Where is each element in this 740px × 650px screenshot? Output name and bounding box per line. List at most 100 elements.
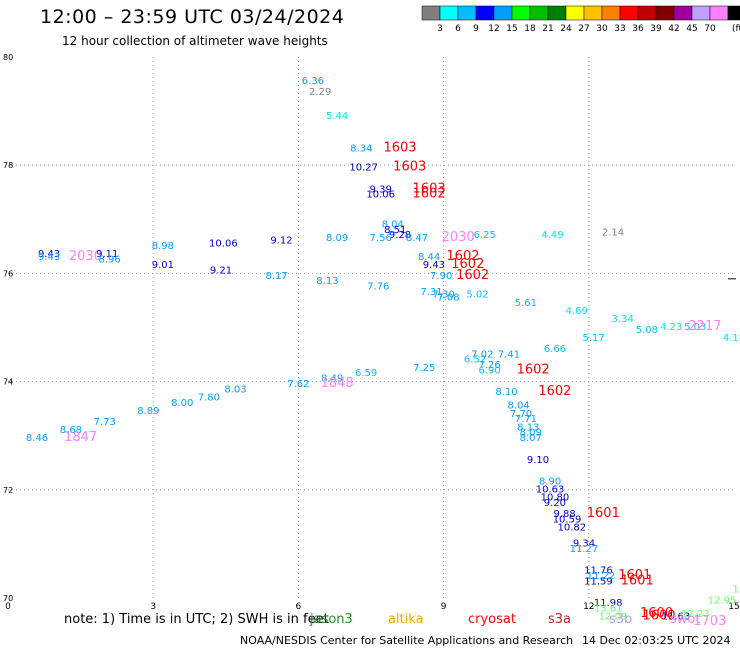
wave-height-point: 9.11 — [96, 249, 118, 260]
wave-height-point: 4.23 — [660, 322, 682, 333]
wave-height-point: 9.39 — [370, 184, 392, 195]
pass-time-label: 1603 — [393, 160, 426, 175]
wave-height-point: 7.25 — [413, 363, 435, 374]
sat-s3a-label: s3a — [548, 612, 572, 627]
chart-subtitle: 12 hour collection of altimeter wave hei… — [62, 34, 328, 48]
wave-height-point: 6.36 — [302, 76, 324, 87]
wave-height-point: 9.28 — [389, 230, 411, 241]
wave-height-point: 8.44 — [418, 252, 440, 263]
pass-time-label: 1602 — [517, 362, 550, 377]
wave-height-point: 4.18 — [723, 333, 740, 344]
wave-height-point: 9.20 — [544, 498, 566, 509]
pass-time-label: 1601 — [587, 506, 620, 521]
pass-time-label: 1847 — [64, 430, 97, 445]
y-tick-label: 80 — [3, 53, 13, 62]
wave-height-point: 6.25 — [474, 230, 496, 241]
wave-height-point: 9.12 — [270, 236, 292, 247]
wave-height-point: 3.34 — [612, 314, 634, 325]
pass-time-label: 1601 — [621, 573, 654, 588]
colorbar-tick-label: 24 — [560, 24, 572, 34]
colorbar-tick-label: 6 — [455, 24, 461, 34]
wave-height-point: 9.34 — [573, 539, 595, 550]
sat-s3b-label: s3b — [609, 612, 633, 627]
colorbar-tick-label: 18 — [524, 24, 536, 34]
wave-height-point: 9.10 — [527, 455, 549, 466]
wave-height-point: 7.80 — [198, 393, 220, 404]
x-tick-label: 6 — [296, 602, 302, 612]
wave-height-point: 7.02 — [471, 349, 493, 360]
wave-height-point: 8.04 — [382, 219, 404, 230]
wave-height-point: 8.03 — [224, 384, 246, 395]
wave-height-point: 4.49 — [541, 230, 563, 241]
colorbar-swatch — [727, 5, 740, 21]
colorbar-tick-label: 45 — [686, 24, 697, 34]
pass-time-label: 1602 — [538, 384, 571, 399]
wave-height-point: 5.44 — [326, 111, 348, 122]
wave-height-point: 8.49 — [321, 374, 343, 385]
wave-height-point: 6.90 — [478, 365, 500, 376]
colorbar-tick-label: 3 — [437, 24, 443, 34]
chart-title: 12:00 – 23:59 UTC 03/24/2024 — [40, 6, 345, 28]
wave-height-point: 9.43 — [38, 252, 60, 263]
credit-line: NOAA/NESDIS Center for Satellite Applica… — [240, 634, 574, 647]
wave-height-point: 13.61 — [594, 604, 623, 615]
pass-time-label: 1602 — [451, 257, 484, 272]
wave-height-point: 10.63 — [536, 485, 565, 496]
wave-height-point: 7.70 — [510, 409, 532, 420]
wave-height-point: 11.59 — [584, 576, 613, 587]
pass-time-label: 1600 — [642, 609, 675, 624]
x-tick-label: 9 — [441, 602, 447, 612]
wave-height-point: 8.00 — [171, 398, 193, 409]
wave-height-point: 8.96 — [99, 255, 121, 266]
wave-height-point: 8.10 — [495, 387, 517, 398]
wave-height-point: 8.34 — [350, 144, 372, 155]
wave-height-point: 10.06 — [209, 238, 238, 249]
wave-height-point: 12.23 — [681, 609, 710, 620]
wave-height-point: 6.66 — [544, 344, 566, 355]
wave-height-point: 8.09 — [520, 428, 542, 439]
colorbar-tick-label: 30 — [596, 24, 608, 34]
wave-height-point: 7.30 — [432, 290, 454, 301]
wave-height-point: 8.90 — [539, 476, 561, 487]
wave-height-point: 7.73 — [94, 417, 116, 428]
wave-height-point: 8.89 — [137, 406, 159, 417]
y-tick-label: 70 — [3, 594, 13, 603]
wave-height-point: 7.90 — [430, 271, 452, 282]
colorbar-tick-label: 21 — [542, 24, 553, 34]
wave-height-point: 8.51 — [384, 225, 406, 236]
wave-height-point: 5.08 — [636, 325, 658, 336]
colorbar-tick-label: 12 — [488, 24, 499, 34]
colorbar-unit: (ft) — [732, 24, 740, 34]
x-tick-label: 15 — [728, 602, 739, 612]
wave-height-point: 11.63 — [662, 612, 691, 623]
sat-cryosat-label: cryosat — [468, 612, 516, 627]
wave-height-point: 5.03 — [684, 322, 706, 333]
wave-height-point: 9.21 — [210, 265, 232, 276]
wave-height-point: 9.88 — [553, 509, 575, 520]
sat-altika-label: altika — [388, 612, 424, 627]
wave-height-point: 10.06 — [366, 190, 395, 201]
wave-height-point: 9.01 — [152, 260, 174, 271]
wave-height-point: 11.22 — [587, 571, 616, 582]
wave-height-point: 4.69 — [566, 306, 588, 317]
colorbar-tick-label: 27 — [578, 24, 589, 34]
pass-time-label: 1602 — [413, 187, 446, 202]
colorbar-tick-label: 42 — [668, 24, 679, 34]
wave-height-point: 10.82 — [558, 522, 587, 533]
colorbar-tick-label: 36 — [632, 24, 644, 34]
pass-time-label: 1603 — [413, 181, 446, 196]
pass-time-label: 2030 — [442, 230, 475, 245]
y-tick-label: 72 — [3, 486, 13, 495]
footer-note: note: 1) Time is in UTC; 2) SWH is in fe… — [64, 612, 329, 627]
pass-time-label: 1848 — [321, 376, 354, 391]
wave-height-point: 7.62 — [287, 379, 309, 390]
wave-height-point: 8.98 — [152, 241, 174, 252]
pass-time-label: 1600 — [640, 606, 673, 621]
wave-height-point: 5.17 — [583, 333, 605, 344]
wave-height-point: 7.76 — [367, 282, 389, 293]
colorbar-tick-label: 39 — [650, 24, 662, 34]
wave-height-point: 8.13 — [316, 276, 338, 287]
wave-height-point: 6.59 — [355, 368, 377, 379]
wave-height-point: 11.76 — [584, 566, 613, 577]
x-tick-label: 0 — [5, 602, 11, 612]
